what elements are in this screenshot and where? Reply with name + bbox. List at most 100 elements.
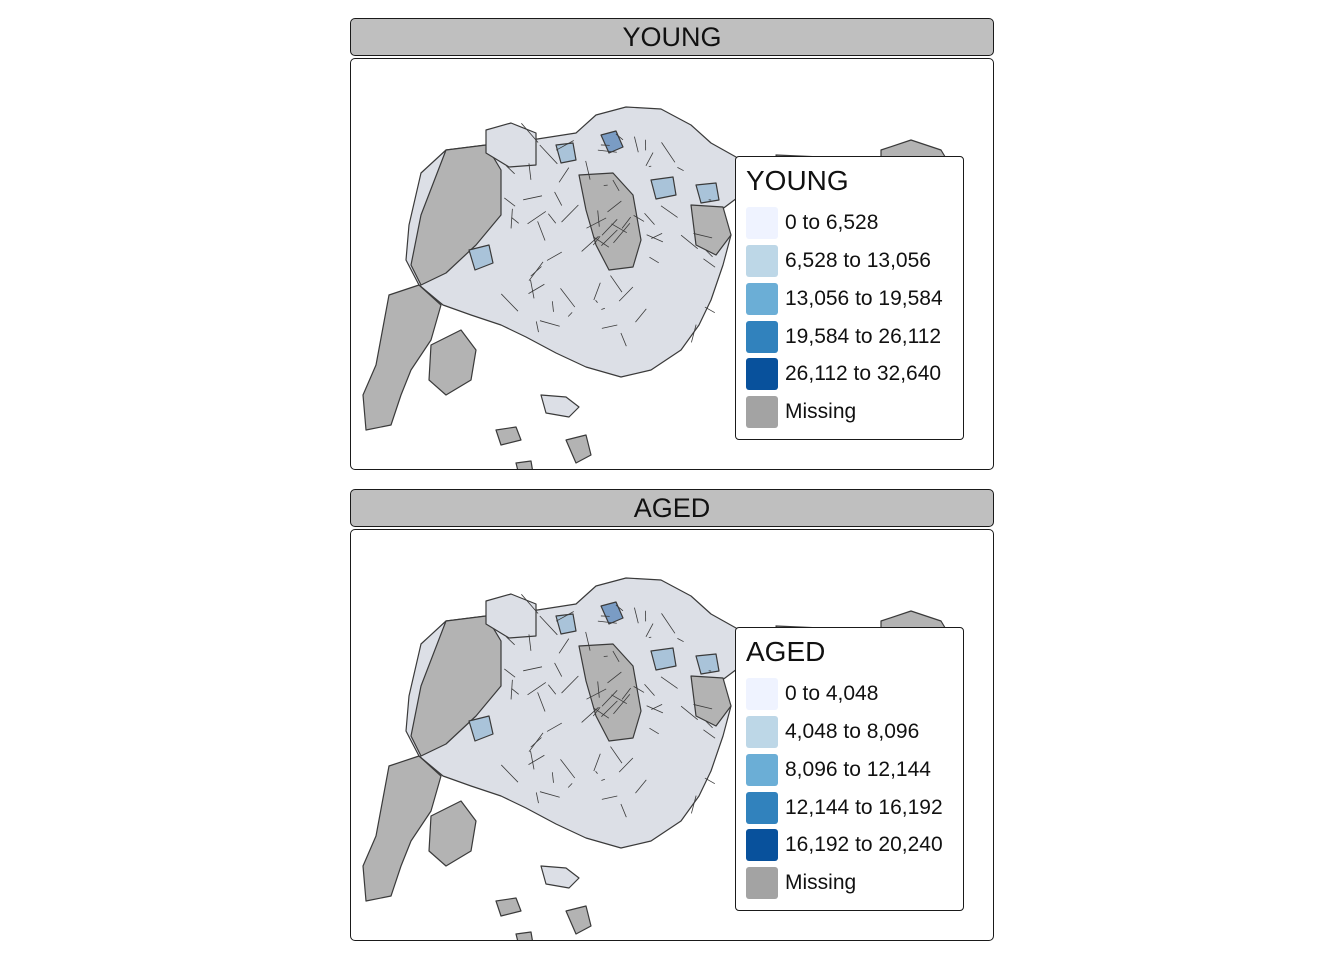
legend-label: 0 to 6,528 xyxy=(785,211,879,234)
facet-strip-title: AGED xyxy=(350,489,994,527)
subzone-boundary xyxy=(528,163,532,180)
subzone-boundary xyxy=(539,320,560,327)
legend-title: AGED xyxy=(746,636,826,667)
legend-label: 12,144 to 16,192 xyxy=(785,796,943,819)
subzone-boundary xyxy=(597,149,617,153)
subzone-boundary xyxy=(537,221,546,241)
subzone-boundary xyxy=(567,783,573,788)
subzone-boundary xyxy=(510,679,513,700)
map-region xyxy=(468,244,494,271)
subzone-boundary xyxy=(703,258,716,268)
subzone-boundary xyxy=(528,261,544,281)
subzone-boundary xyxy=(704,777,716,785)
legend-label: 26,112 to 32,640 xyxy=(785,362,942,385)
legend-label: 13,056 to 19,584 xyxy=(785,287,943,310)
subzone-boundary xyxy=(501,764,519,783)
subzone-boundary xyxy=(649,727,659,735)
map-region xyxy=(695,653,720,675)
subzone-boundary xyxy=(511,688,519,695)
subzone-boundary xyxy=(646,234,664,243)
subzone-boundary xyxy=(595,771,598,774)
subzone-boundary xyxy=(528,732,544,752)
subzone-boundary xyxy=(539,791,560,798)
map-region xyxy=(650,176,677,200)
legend-label: 8,096 to 12,144 xyxy=(785,758,931,781)
subzone-boundary xyxy=(504,197,516,207)
subzone-boundary xyxy=(704,306,716,314)
map-region xyxy=(540,865,580,889)
map-region xyxy=(485,593,537,639)
subzone-boundary xyxy=(527,682,547,696)
legend-swatch xyxy=(746,754,778,786)
subzone-boundary xyxy=(506,636,515,646)
subzone-boundary xyxy=(651,704,663,710)
subzone-boundary xyxy=(530,279,535,299)
subzone-boundary xyxy=(645,152,654,167)
subzone-boundary xyxy=(661,142,676,163)
subzone-boundary xyxy=(535,321,539,333)
subzone-boundary xyxy=(539,144,558,165)
legend-label: 4,048 to 8,096 xyxy=(785,720,920,743)
subzone-boundary xyxy=(597,681,600,698)
subzone-boundary xyxy=(607,200,622,213)
map-region xyxy=(495,897,522,917)
map-region xyxy=(578,172,642,271)
subzone-boundary xyxy=(510,208,513,229)
legend-label: 6,528 to 13,056 xyxy=(785,249,931,272)
subzone-boundary xyxy=(527,211,547,225)
subzone-boundary xyxy=(613,693,631,715)
subzone-boundary xyxy=(633,686,645,693)
legend-swatch xyxy=(746,678,778,710)
subzone-boundary xyxy=(610,746,623,764)
map-region xyxy=(600,130,624,154)
subzone-boundary xyxy=(601,324,618,329)
map-region xyxy=(690,675,732,727)
subzone-boundary xyxy=(705,249,713,258)
facet-young: YOUNG YOUNG 0 to 6,528 6,528 to 13,056 1… xyxy=(350,18,994,470)
subzone-boundary xyxy=(601,690,618,707)
subzone-boundary xyxy=(506,165,515,175)
legend-swatch xyxy=(746,829,778,861)
subzone-boundary xyxy=(601,795,618,800)
map-region xyxy=(600,601,624,625)
subzone-boundary xyxy=(703,729,716,739)
subzone-boundary xyxy=(705,720,713,729)
legend-title: YOUNG xyxy=(746,165,849,196)
legend-swatch xyxy=(746,792,778,824)
subzone-boundary xyxy=(618,286,634,302)
legend-label: Missing xyxy=(785,871,857,894)
subzone-boundary xyxy=(644,213,655,225)
subzone-boundary xyxy=(539,615,558,636)
subzone-boundary xyxy=(586,688,607,700)
map-panel: YOUNG 0 to 6,528 6,528 to 13,056 13,056 … xyxy=(350,58,994,470)
map-region xyxy=(362,284,442,431)
subzone-boundary xyxy=(528,283,545,294)
subzone-boundary xyxy=(597,210,600,227)
subzone-boundary xyxy=(648,636,652,638)
subzone-boundary xyxy=(691,795,697,814)
subzone-boundary xyxy=(620,803,627,818)
subzone-boundary xyxy=(560,288,576,308)
subzone-boundary xyxy=(554,191,563,206)
map-region xyxy=(690,204,732,256)
facet-strip-title: YOUNG xyxy=(350,18,994,56)
subzone-boundary xyxy=(548,213,557,224)
subzone-boundary xyxy=(551,772,554,783)
subzone-boundary xyxy=(620,332,627,347)
subzone-boundary xyxy=(560,759,576,779)
legend-label: 16,192 to 20,240 xyxy=(785,833,943,856)
subzone-boundary xyxy=(644,684,655,696)
subzone-boundary xyxy=(634,607,639,624)
subzone-boundary xyxy=(593,282,601,301)
subzone-boundary xyxy=(595,300,598,303)
subzone-boundary xyxy=(521,594,539,614)
subzone-boundary xyxy=(601,229,618,246)
legend-swatch xyxy=(746,867,778,899)
subzone-boundary xyxy=(646,705,664,714)
subzone-boundary xyxy=(567,312,573,317)
legend-label: 19,584 to 26,112 xyxy=(785,325,942,348)
subzone-boundary xyxy=(633,215,645,222)
subzone-boundary xyxy=(554,662,563,677)
map-panel: AGED 0 to 4,048 4,048 to 8,096 8,096 to … xyxy=(350,529,994,941)
subzone-boundary xyxy=(612,179,620,192)
